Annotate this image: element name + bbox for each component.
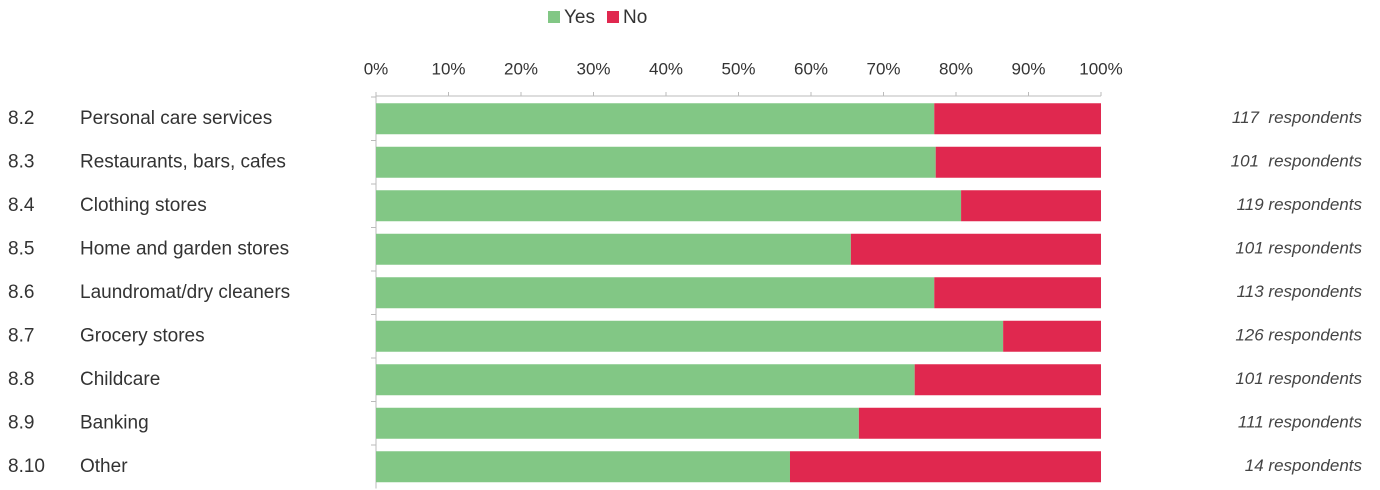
category-code: 8.6 <box>8 282 34 303</box>
bar-segment <box>934 103 1101 135</box>
bar-segment <box>376 451 790 483</box>
category-code: 8.4 <box>8 195 35 216</box>
respondents: 14 respondents <box>1245 456 1363 475</box>
bar-segment <box>376 320 1004 352</box>
bar-segment <box>961 190 1101 222</box>
category-code: 8.7 <box>8 325 34 346</box>
x-tick-label: 50% <box>721 59 755 78</box>
category-label: Clothing stores <box>80 195 207 216</box>
respondents: 101 respondents <box>1235 239 1362 258</box>
x-tick-label: 30% <box>576 59 610 78</box>
bar-segment <box>789 451 1101 483</box>
respondents: 101 respondents <box>1231 152 1363 171</box>
x-tick-label: 40% <box>649 59 683 78</box>
bar-segment <box>1003 320 1101 352</box>
respondents: 113 respondents <box>1237 282 1363 301</box>
x-tick-label: 70% <box>866 59 900 78</box>
category-label: Laundromat/dry cleaners <box>80 282 290 303</box>
category-code: 8.9 <box>8 412 34 433</box>
x-tick-label: 90% <box>1011 59 1045 78</box>
bar-segment <box>376 407 859 439</box>
bar-segment <box>376 233 851 265</box>
category-code: 8.8 <box>8 369 34 390</box>
bar-segment <box>858 407 1101 439</box>
x-tick-label: 10% <box>431 59 465 78</box>
category-label: Home and garden stores <box>80 238 289 259</box>
category-label: Other <box>80 456 128 477</box>
x-tick-label: 0% <box>364 59 389 78</box>
x-tick-label: 80% <box>939 59 973 78</box>
category-label: Childcare <box>80 369 160 390</box>
legend-label: Yes <box>564 7 595 28</box>
bar-segment <box>935 146 1101 178</box>
respondents: 117 respondents <box>1232 108 1363 127</box>
category-label: Personal care services <box>80 108 272 129</box>
bar-segment <box>914 364 1101 396</box>
bar-segment <box>934 277 1101 309</box>
bar-segment <box>376 364 915 396</box>
category-code: 8.5 <box>8 238 34 259</box>
legend-swatch <box>607 11 619 23</box>
bar-segment <box>376 277 935 309</box>
category-label: Restaurants, bars, cafes <box>80 151 286 172</box>
x-tick-label: 60% <box>794 59 828 78</box>
respondents: 126 respondents <box>1235 326 1362 345</box>
category-code: 8.10 <box>8 456 45 477</box>
bar-segment <box>376 190 962 222</box>
x-tick-label: 20% <box>504 59 538 78</box>
bar-segment <box>376 103 935 135</box>
category-label: Grocery stores <box>80 325 205 346</box>
category-label: Banking <box>80 412 149 433</box>
x-tick-label: 100% <box>1079 59 1122 78</box>
legend-swatch <box>548 11 560 23</box>
respondents: 101 respondents <box>1235 369 1362 388</box>
respondents: 119 respondents <box>1237 195 1363 214</box>
category-code: 8.2 <box>8 108 34 129</box>
bar-segment <box>850 233 1101 265</box>
bar-segment <box>376 146 936 178</box>
respondents: 111 respondents <box>1238 413 1363 432</box>
category-code: 8.3 <box>8 151 34 172</box>
legend-label: No <box>623 7 647 28</box>
